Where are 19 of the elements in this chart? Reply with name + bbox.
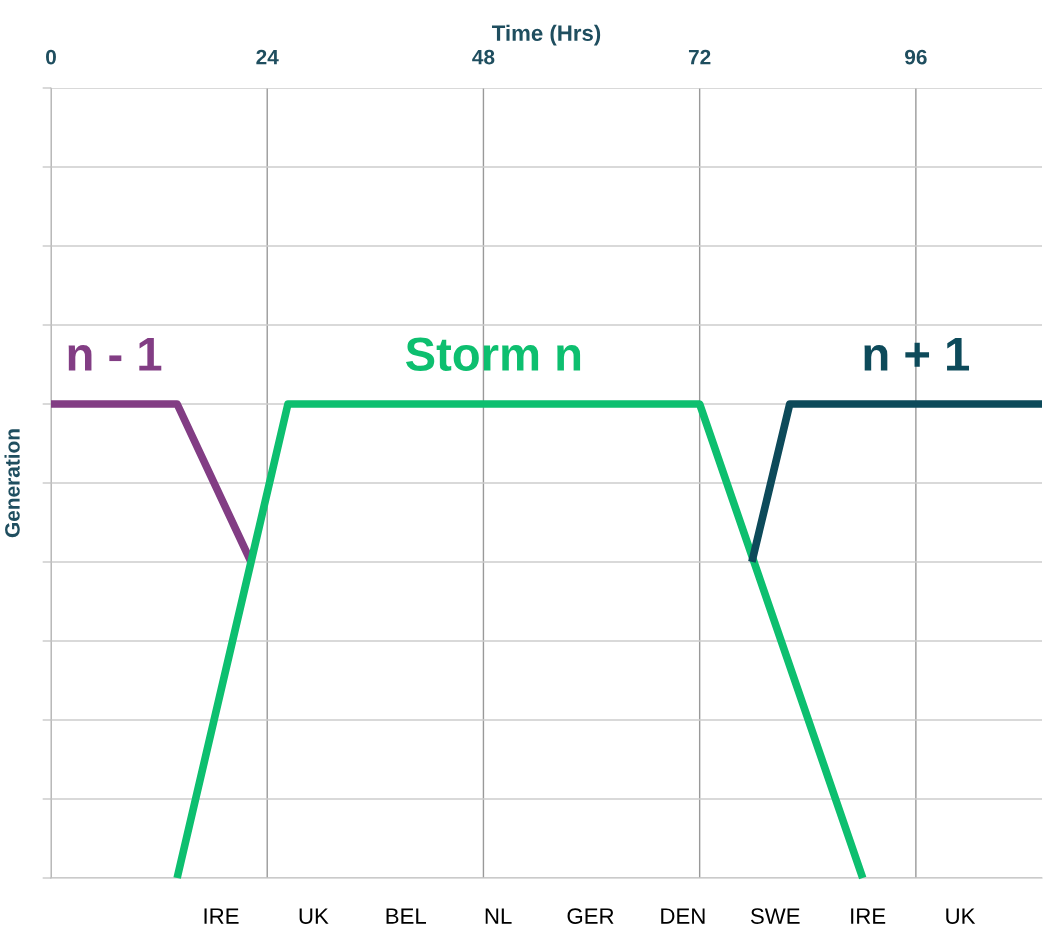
text: IRE [851, 908, 886, 924]
text: SWE [750, 908, 800, 924]
text: UK [299, 908, 329, 924]
x-tick-label: 96 [905, 49, 927, 65]
series-label: Storm n [405, 337, 581, 371]
x-tick-label: 48 [472, 49, 495, 65]
y-axis-title: Generation [4, 429, 20, 538]
text: IRE [204, 908, 239, 924]
series-label: n + 1 [864, 338, 970, 371]
text: GER [567, 908, 614, 924]
text: BEL [386, 908, 427, 924]
x-tick-label: 72 [688, 49, 711, 65]
text: NL [485, 908, 512, 924]
text: UK [946, 908, 976, 924]
x-axis-title: Time (Hrs) [492, 24, 601, 46]
x-tick-label: 0 [46, 49, 56, 65]
series-label: n - 1 [68, 338, 162, 371]
x-tick-label: 24 [256, 49, 279, 65]
text: DEN [661, 908, 705, 924]
